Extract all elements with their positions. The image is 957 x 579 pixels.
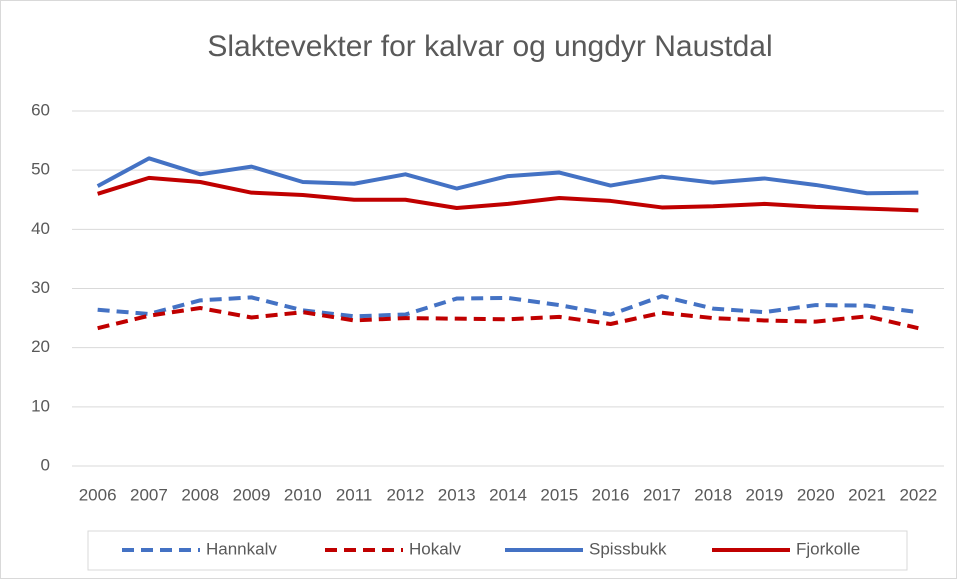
x-tick-label: 2019 bbox=[746, 485, 784, 504]
series-line bbox=[97, 306, 919, 331]
legend-label: Hokalv bbox=[409, 539, 461, 558]
chart-title: Slaktevekter for kalvar og ungdyr Naustd… bbox=[207, 30, 772, 63]
x-tick-label: 2007 bbox=[130, 485, 168, 504]
legend-label: Hannkalv bbox=[206, 539, 277, 558]
x-tick-label: 2021 bbox=[848, 485, 886, 504]
x-tick-label: 2010 bbox=[284, 485, 322, 504]
x-tick-label: 2015 bbox=[540, 485, 578, 504]
x-tick-label: 2009 bbox=[233, 485, 271, 504]
y-tick-label: 60 bbox=[31, 100, 50, 119]
x-tick-label: 2011 bbox=[336, 485, 373, 504]
x-tick-label: 2013 bbox=[438, 485, 476, 504]
series-line bbox=[97, 294, 919, 319]
y-tick-label: 50 bbox=[31, 160, 50, 179]
series-line bbox=[97, 175, 919, 213]
y-tick-label: 30 bbox=[31, 278, 50, 297]
y-tick-label: 10 bbox=[31, 396, 50, 415]
y-tick-label: 40 bbox=[31, 219, 50, 238]
x-tick-label: 2014 bbox=[489, 485, 527, 504]
x-tick-label: 2012 bbox=[386, 485, 424, 504]
x-tick-label: 2006 bbox=[79, 485, 117, 504]
y-tick-label: 0 bbox=[41, 455, 50, 474]
x-tick-label: 2016 bbox=[592, 485, 630, 504]
legend-label: Fjorkolle bbox=[796, 539, 860, 558]
y-tick-label: 20 bbox=[31, 337, 50, 356]
x-tick-label: 2017 bbox=[643, 485, 681, 504]
x-tick-label: 2022 bbox=[899, 485, 937, 504]
x-tick-label: 2018 bbox=[694, 485, 732, 504]
series-line bbox=[96, 156, 919, 196]
x-tick-label: 2020 bbox=[797, 485, 835, 504]
legend-box bbox=[87, 530, 908, 571]
legend-label: Spissbukk bbox=[589, 539, 667, 558]
x-tick-label: 2008 bbox=[181, 485, 219, 504]
